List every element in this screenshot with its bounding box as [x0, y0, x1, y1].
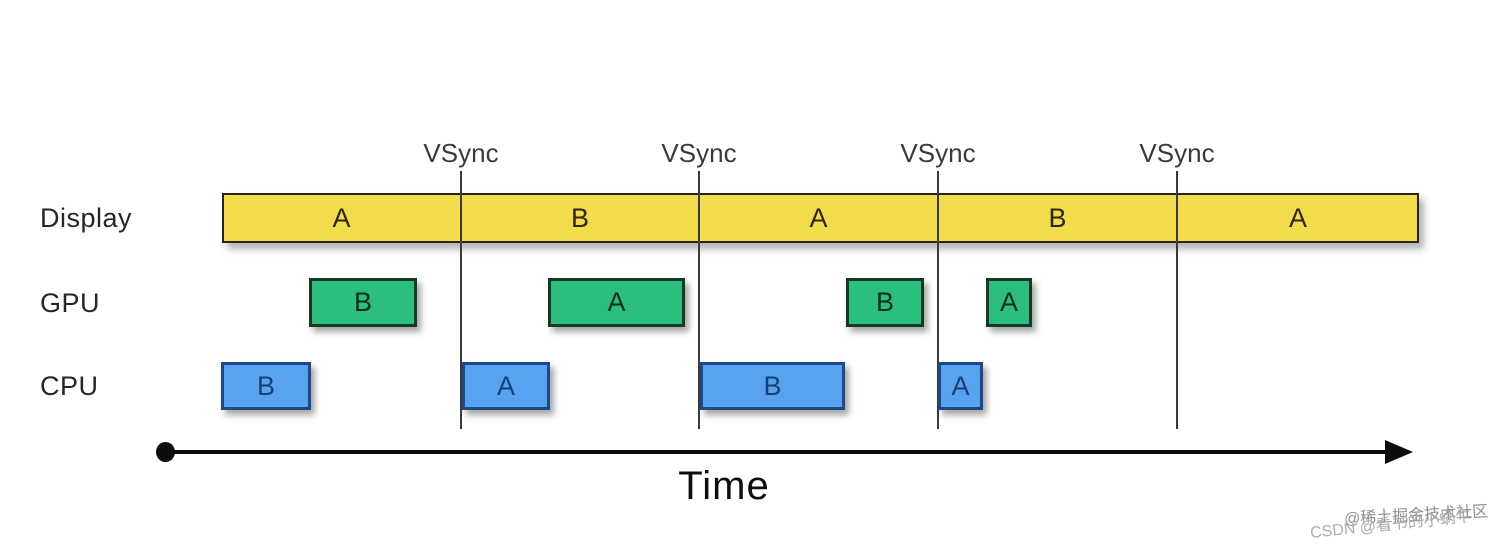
time-axis-line — [165, 450, 1388, 454]
cpu-task-box: A — [938, 362, 983, 410]
time-axis-label: Time — [678, 464, 770, 508]
display-segment-label: B — [570, 203, 590, 233]
gpu-task-box: B — [846, 278, 924, 327]
row-label-cpu: CPU — [40, 371, 99, 401]
vsync-line — [937, 171, 939, 429]
row-label-display: Display — [40, 203, 133, 233]
vsync-line — [698, 171, 700, 429]
cpu-task-box: B — [221, 362, 311, 410]
time-axis-arrowhead-icon — [1385, 440, 1413, 464]
cpu-task-box: B — [700, 362, 845, 410]
vsync-line — [460, 171, 462, 429]
cpu-task-box: A — [462, 362, 550, 410]
gpu-task-box: A — [548, 278, 685, 327]
vsync-label: VSync — [423, 138, 499, 168]
display-bar — [222, 193, 1419, 243]
display-segment-label: A — [809, 203, 828, 233]
vsync-line — [1176, 171, 1178, 429]
display-segment-label: A — [332, 203, 351, 233]
vsync-label: VSync — [900, 138, 976, 168]
row-label-gpu: GPU — [40, 288, 101, 318]
display-segment-label: B — [1048, 203, 1067, 233]
vsync-label: VSync — [1139, 138, 1215, 168]
gpu-task-box: B — [309, 278, 417, 327]
display-segment-label: A — [1288, 203, 1308, 233]
gpu-task-box: A — [986, 278, 1032, 327]
vsync-label: VSync — [661, 138, 737, 168]
